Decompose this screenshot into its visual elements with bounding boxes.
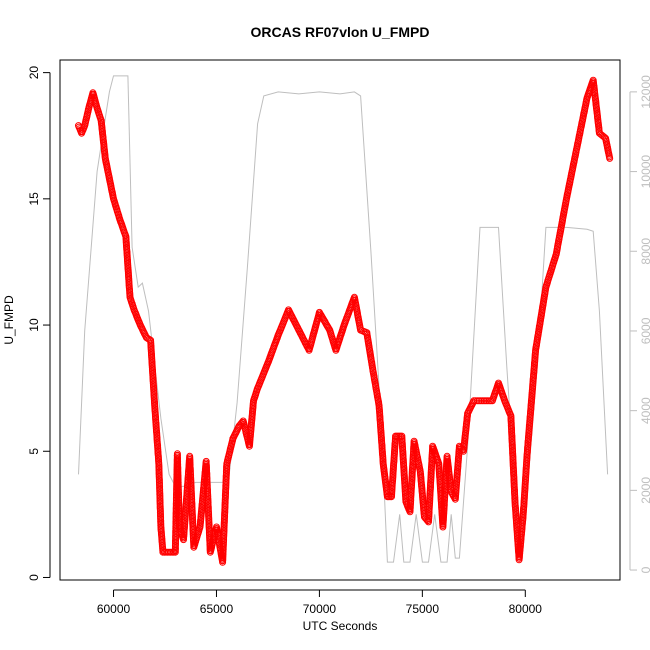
y2-tick-label: 8000 bbox=[639, 238, 650, 265]
y-axis-label: U_FMPD bbox=[2, 295, 16, 345]
y-tick-label: 20 bbox=[27, 66, 41, 80]
x-tick-label: 60000 bbox=[97, 602, 131, 616]
y-tick-label: 5 bbox=[27, 448, 41, 455]
y-tick-label: 10 bbox=[27, 318, 41, 332]
y2-tick-label: 4000 bbox=[639, 397, 650, 424]
x-tick-label: 65000 bbox=[200, 602, 234, 616]
chart-title: ORCAS RF07vlon U_FMPD bbox=[251, 24, 430, 40]
y2-tick-label: 12000 bbox=[639, 75, 650, 109]
y2-tick-label: 0 bbox=[639, 566, 650, 573]
y2-tick-label: 6000 bbox=[639, 317, 650, 344]
x-tick-label: 70000 bbox=[303, 602, 337, 616]
y-tick-label: 0 bbox=[27, 574, 41, 581]
altitude-line bbox=[78, 75, 609, 563]
y2-tick-label: 10000 bbox=[639, 155, 650, 189]
x-tick-label: 75000 bbox=[406, 602, 440, 616]
y2-tick-label: 2000 bbox=[639, 477, 650, 504]
x-axis-label: UTC Seconds bbox=[303, 619, 378, 633]
y-tick-label: 15 bbox=[27, 192, 41, 206]
x-tick-label: 80000 bbox=[509, 602, 543, 616]
data-point bbox=[606, 154, 614, 162]
plot-frame bbox=[59, 59, 621, 581]
